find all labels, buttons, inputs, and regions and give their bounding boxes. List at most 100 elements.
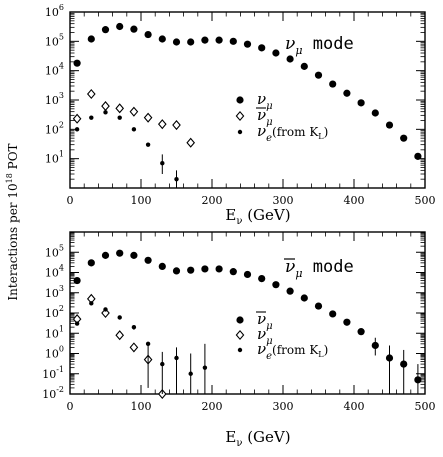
data-point — [87, 35, 95, 43]
data-point — [385, 354, 394, 362]
x-tick-label: 500 — [415, 194, 436, 207]
data-point — [286, 55, 294, 63]
data-point — [187, 266, 195, 274]
data-point — [300, 62, 308, 70]
data-point — [188, 371, 193, 376]
data-point — [400, 134, 408, 142]
data-point — [158, 35, 166, 43]
data-point — [215, 36, 223, 44]
x-axis-label: Eν (GeV) — [225, 428, 290, 449]
y-tick-label: 102 — [45, 304, 64, 320]
y-tick-label: 103 — [45, 284, 64, 300]
data-point — [186, 137, 196, 148]
y-tick-label: 106 — [45, 3, 64, 19]
data-point — [129, 342, 139, 353]
data-point — [117, 115, 122, 120]
data-point — [74, 127, 80, 132]
data-point — [103, 307, 108, 312]
x-tick-label: 100 — [131, 400, 152, 413]
y-tick-label: 101 — [45, 150, 64, 166]
legend-label: νμ — [257, 310, 273, 332]
legend-marker — [236, 316, 244, 324]
data-point — [101, 101, 110, 112]
x-axis-label: Eν (GeV) — [225, 206, 290, 227]
data-point — [215, 265, 223, 273]
data-point — [130, 251, 138, 259]
legend-marker — [237, 347, 243, 353]
data-point — [258, 274, 266, 283]
data-point — [243, 270, 252, 279]
data-point — [187, 38, 195, 46]
data-point — [229, 268, 237, 276]
legend-marker — [235, 110, 245, 122]
data-point — [157, 119, 167, 130]
x-tick-label: 200 — [202, 194, 223, 207]
data-point — [101, 307, 110, 319]
data-point — [172, 38, 181, 46]
legend-label: νe(from KL) — [257, 122, 328, 144]
data-point — [115, 330, 125, 341]
legend-label: νe(from KL) — [257, 340, 328, 362]
legend-label: νμ — [257, 325, 273, 347]
series-0 — [73, 22, 422, 160]
data-point — [300, 294, 308, 302]
x-tick-label: 100 — [131, 194, 152, 207]
data-point — [385, 121, 394, 129]
x-tick-label: 200 — [202, 400, 223, 413]
data-point — [158, 262, 166, 271]
data-point — [357, 328, 365, 336]
y-axis-label-exp: 18 — [5, 173, 14, 183]
data-point — [73, 276, 81, 285]
bottom-panel: 105 104 103 102 101 100 10-1 10-20 100 200 300 400 5… — [42, 231, 436, 449]
legend-label: νμ — [257, 90, 273, 112]
data-point — [131, 324, 137, 330]
data-point — [87, 259, 95, 267]
y-tick-label: 104 — [45, 62, 64, 78]
x-tick-label: 400 — [344, 194, 365, 207]
data-point — [371, 109, 379, 117]
series-1 — [72, 88, 196, 148]
data-point — [414, 152, 422, 160]
data-point — [272, 281, 280, 289]
y-tick-label: 10-1 — [42, 365, 64, 381]
x-tick-label: 0 — [67, 400, 74, 413]
data-point — [286, 287, 294, 295]
data-point — [101, 26, 110, 34]
x-tick-label: 300 — [273, 194, 294, 207]
data-point — [116, 249, 124, 257]
data-point — [89, 115, 94, 120]
y-tick-label: 105 — [45, 32, 64, 48]
data-point — [86, 88, 96, 100]
data-point — [144, 30, 152, 39]
data-point — [371, 341, 379, 350]
data-point — [357, 99, 365, 107]
series-1 — [72, 293, 167, 400]
data-point — [143, 112, 153, 123]
data-point — [314, 302, 323, 310]
data-point — [314, 71, 323, 79]
data-point — [343, 318, 351, 326]
legend-label: νμ — [257, 106, 273, 128]
data-point — [414, 376, 422, 384]
y-axis-label: Interactions per 1018 POT — [5, 143, 20, 300]
data-point — [74, 321, 80, 326]
data-point — [145, 142, 151, 147]
top-panel: 106 105 104 103 102 101 0 100 200 300 400 500 Eν (Ge… — [45, 3, 436, 227]
data-point — [115, 103, 125, 114]
data-point — [145, 341, 151, 347]
data-point — [201, 36, 209, 44]
data-point — [103, 110, 108, 115]
x-tick-label: 400 — [344, 400, 365, 413]
data-point — [172, 267, 181, 275]
y-tick-label: 102 — [45, 120, 64, 136]
y-tick-label: 104 — [45, 264, 64, 280]
legend-marker — [235, 329, 245, 341]
legend-marker — [236, 96, 244, 104]
data-point — [329, 80, 337, 88]
data-point — [343, 89, 351, 97]
y-tick-label: 103 — [45, 91, 64, 107]
series-2 — [74, 301, 208, 394]
plot-frame — [69, 231, 426, 395]
data-point — [160, 161, 165, 166]
